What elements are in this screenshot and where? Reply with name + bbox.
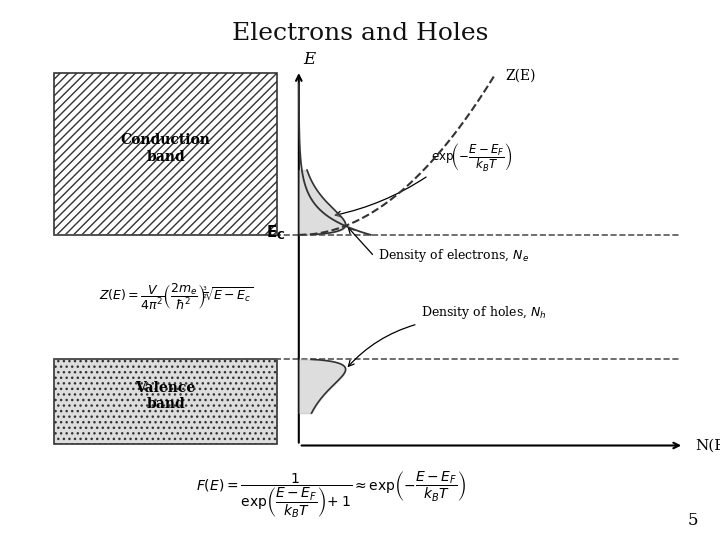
Text: $\mathbf{E_C}$: $\mathbf{E_C}$ [266,223,286,241]
Text: Electrons and Holes: Electrons and Holes [232,22,488,45]
Text: E: E [304,51,315,68]
Bar [54,359,277,444]
Text: $Z(E) = \dfrac{V}{4\pi^2}\!\left(\dfrac{2m_e}{\hbar^2}\right)^{\!\!\frac{3}{2}}\: $Z(E) = \dfrac{V}{4\pi^2}\!\left(\dfrac{… [99,282,253,312]
Text: Z(E): Z(E) [505,69,536,83]
Text: Density of holes, $N_h$: Density of holes, $N_h$ [421,305,547,321]
Text: Density of electrons, $N_e$: Density of electrons, $N_e$ [378,247,529,264]
Text: $F(E) = \dfrac{1}{\exp\!\left(\dfrac{E-E_F}{k_BT}\right)\!+1} \approx \exp\!\lef: $F(E) = \dfrac{1}{\exp\!\left(\dfrac{E-E… [196,469,467,519]
Bar [54,73,277,235]
Text: N(E): N(E) [695,438,720,453]
Text: 5: 5 [688,512,698,529]
Text: $\mathrm{exp}\!\left(-\dfrac{E-E_F}{k_BT}\right)$: $\mathrm{exp}\!\left(-\dfrac{E-E_F}{k_BT… [431,141,512,173]
Text: Conduction
band: Conduction band [121,133,210,164]
Text: Valence
band: Valence band [135,381,196,411]
